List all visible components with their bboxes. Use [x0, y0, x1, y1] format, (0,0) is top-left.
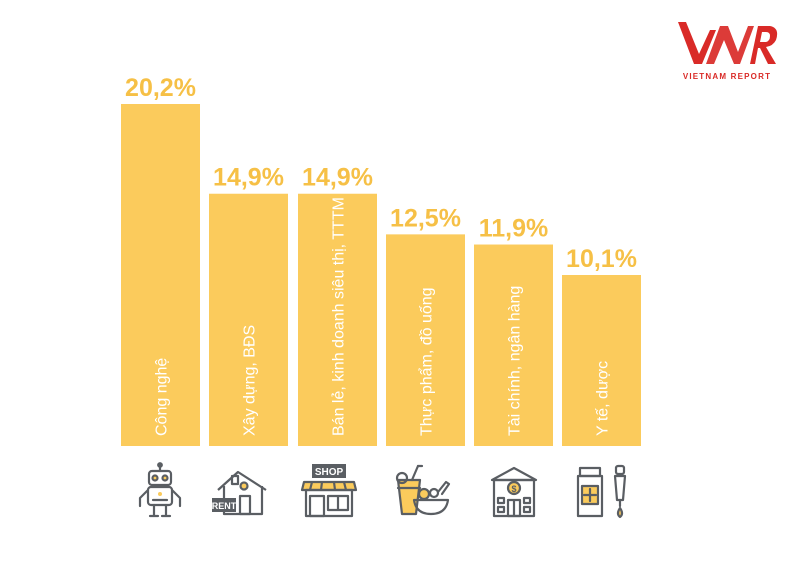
shop-sign-label: SHOP: [315, 467, 344, 478]
category-label-4: Thực phẩm, đồ uống: [418, 287, 436, 436]
category-label-1: Công nghệ: [154, 358, 171, 436]
category-label-6: Y tế, dược: [595, 361, 612, 436]
bank-dollar-sign: $: [511, 484, 516, 494]
rent-house-icon: RENT: [212, 470, 267, 516]
value-label-6: 10,1%: [566, 245, 637, 273]
rent-sign-label: RENT: [212, 501, 237, 511]
value-label-2: 14,9%: [213, 164, 284, 192]
bar-4: [386, 234, 465, 446]
shop-icon: SHOP: [300, 464, 358, 518]
category-label-2: Xây dựng, BĐS: [242, 325, 259, 436]
bar-5: [474, 244, 553, 446]
bar-2: [209, 193, 288, 446]
bar-6: [562, 275, 641, 446]
robot-icon: [138, 462, 182, 518]
vietnam-report-logo: VIETNAM REPORT: [672, 14, 782, 84]
brand-name: VIETNAM REPORT: [682, 72, 772, 81]
value-label-5: 11,9%: [479, 215, 549, 243]
bar-3: [298, 193, 377, 446]
value-label-4: 12,5%: [390, 204, 461, 232]
bar-1: [121, 104, 200, 446]
bank-icon: $: [490, 466, 538, 518]
medicine-icon: [576, 464, 627, 519]
category-label-5: Tài chính, ngân hàng: [507, 286, 524, 436]
category-label-3: Bán lẻ, kinh doanh siêu thị, TTTM: [331, 197, 348, 436]
food-drink-icon: [395, 464, 451, 516]
vnr-logo-mark: [678, 22, 778, 64]
value-label-3: 14,9%: [302, 164, 373, 192]
value-label-1: 20,2%: [125, 74, 196, 102]
